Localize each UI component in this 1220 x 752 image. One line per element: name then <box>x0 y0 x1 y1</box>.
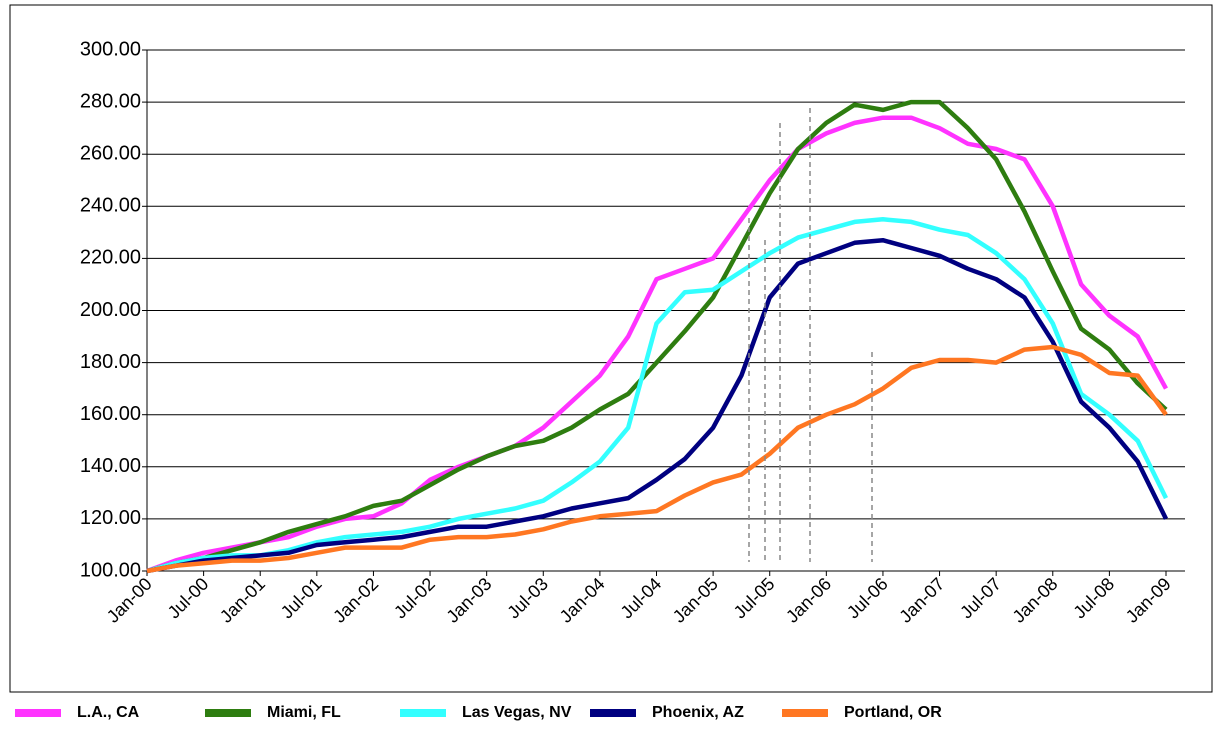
legend-swatch <box>400 709 446 717</box>
legend-item: L.A., CA <box>15 704 140 721</box>
legend-label: Phoenix, AZ <box>652 704 744 721</box>
series-line <box>146 344 1168 574</box>
y-tick-label: 260.00 <box>80 142 141 164</box>
x-tick-label: Jul-01 <box>277 574 326 623</box>
x-tick-label: Jan-02 <box>329 574 382 627</box>
legend-swatch <box>590 709 636 717</box>
x-tick-label: Jan-01 <box>216 574 269 627</box>
y-tick-label: 200.00 <box>80 299 141 321</box>
y-tick-label: 300.00 <box>80 38 141 60</box>
legend-swatch <box>782 709 828 717</box>
x-tick-label: Jul-04 <box>617 574 666 623</box>
series-line <box>146 115 1168 574</box>
legend-swatch <box>205 709 251 717</box>
x-tick-label: Jan-08 <box>1009 574 1062 627</box>
chart-frame <box>9 4 1213 693</box>
y-tick-label: 280.00 <box>80 90 141 112</box>
x-tick-label: Jan-07 <box>895 574 948 627</box>
series-line <box>146 237 1169 574</box>
x-tick-label: Jan-00 <box>103 574 156 627</box>
x-tick-label: Jul-02 <box>390 574 439 623</box>
legend-swatch <box>15 709 61 717</box>
x-tick-label: Jul-07 <box>956 574 1005 623</box>
legend-item: Miami, FL <box>205 704 341 721</box>
x-tick-label: Jan-05 <box>669 574 722 627</box>
x-tick-label: Jul-08 <box>1069 574 1118 623</box>
legend-label: L.A., CA <box>77 704 140 721</box>
y-tick-label: 140.00 <box>80 455 141 477</box>
series-line <box>146 99 1168 574</box>
y-tick-label: 220.00 <box>80 247 141 269</box>
legend-label: Las Vegas, NV <box>462 704 572 721</box>
x-tick-label: Jul-06 <box>843 574 892 623</box>
y-tick-label: 240.00 <box>80 195 141 217</box>
x-tick-label: Jul-03 <box>503 574 552 623</box>
y-tick-label: 180.00 <box>80 351 141 373</box>
y-tick-label: 120.00 <box>80 507 141 529</box>
legend-item: Las Vegas, NV <box>400 704 572 721</box>
x-tick-label: Jan-06 <box>782 574 835 627</box>
y-tick-label: 100.00 <box>80 559 141 581</box>
x-tick-label: Jul-05 <box>730 574 779 623</box>
series-line <box>146 217 1169 574</box>
reference-lines <box>748 108 873 562</box>
legend-item: Portland, OR <box>782 704 942 721</box>
x-tick-label: Jul-00 <box>164 574 213 623</box>
x-tick-label: Jan-09 <box>1122 574 1175 627</box>
legend-item: Phoenix, AZ <box>590 704 744 721</box>
x-tick-label: Jan-03 <box>442 574 495 627</box>
legend-label: Miami, FL <box>267 704 341 721</box>
legend-label: Portland, OR <box>844 704 942 721</box>
y-tick-label: 160.00 <box>80 403 141 425</box>
x-tick-label: Jan-04 <box>556 574 609 627</box>
